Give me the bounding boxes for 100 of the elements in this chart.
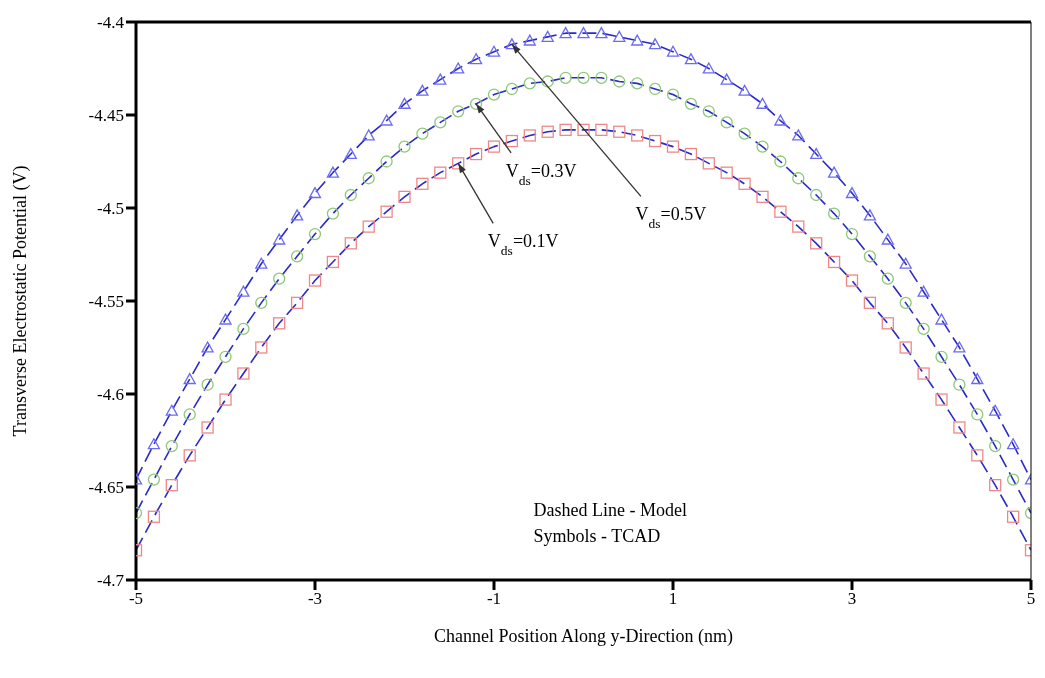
point — [917, 322, 930, 336]
point — [237, 322, 250, 336]
point — [344, 237, 357, 250]
point — [738, 84, 751, 96]
point — [917, 367, 930, 380]
point — [738, 127, 751, 140]
point — [935, 313, 948, 325]
point — [810, 188, 823, 202]
point — [827, 207, 841, 220]
point — [595, 27, 608, 39]
point — [863, 209, 877, 221]
point — [416, 127, 429, 140]
point — [774, 114, 787, 126]
point — [631, 129, 644, 142]
point — [648, 82, 662, 96]
point — [559, 71, 572, 84]
point — [666, 45, 680, 57]
point — [613, 125, 626, 138]
point — [666, 140, 680, 153]
x-tick-label: 3 — [847, 589, 857, 609]
point — [899, 296, 912, 310]
point — [326, 207, 340, 220]
point — [416, 177, 429, 190]
point — [810, 237, 823, 250]
y-tick-label: -4.4 — [97, 13, 125, 33]
y-tick-label: -4.45 — [88, 106, 124, 126]
point — [505, 134, 519, 148]
point — [971, 372, 984, 385]
point — [881, 233, 894, 245]
point — [774, 205, 787, 218]
point — [684, 53, 698, 65]
point — [523, 34, 536, 46]
point — [344, 147, 357, 160]
point — [577, 27, 590, 39]
point — [756, 140, 769, 153]
point — [362, 220, 375, 233]
point — [147, 438, 161, 450]
y-tick-label: -4.7 — [97, 571, 125, 591]
x-tick-label: -5 — [128, 589, 144, 609]
point — [845, 227, 859, 241]
point — [720, 73, 733, 85]
point — [380, 155, 393, 168]
point — [702, 105, 715, 118]
point — [863, 250, 877, 263]
point — [631, 34, 644, 46]
point — [219, 393, 232, 406]
point — [290, 250, 304, 263]
point — [308, 227, 322, 241]
y-axis-title: Transverse Electrostatic Potential (V) — [10, 165, 32, 437]
point — [684, 147, 698, 161]
point — [183, 449, 196, 462]
point — [792, 172, 805, 185]
point — [827, 166, 841, 178]
point — [989, 404, 1002, 416]
point — [147, 473, 161, 486]
point — [845, 274, 859, 287]
point — [702, 62, 715, 74]
y-tick-label: -4.55 — [88, 292, 124, 312]
point — [738, 177, 751, 190]
point — [398, 140, 411, 153]
point — [380, 205, 393, 218]
point — [237, 367, 250, 380]
point — [201, 421, 214, 434]
point — [899, 341, 912, 354]
y-tick-label: -4.6 — [97, 385, 124, 405]
point — [881, 317, 894, 330]
point — [183, 408, 196, 421]
x-tick-label: 5 — [1026, 589, 1036, 609]
point — [201, 341, 214, 353]
point — [953, 421, 966, 434]
point — [505, 38, 519, 50]
point — [756, 97, 769, 109]
point — [1006, 510, 1020, 523]
annotation: V$_{ds}$=0.3V — [505, 160, 577, 188]
point — [989, 478, 1002, 492]
point — [559, 27, 572, 39]
point — [541, 30, 554, 42]
point — [702, 157, 715, 170]
point — [684, 97, 698, 110]
point — [720, 116, 733, 129]
x-tick-label: 1 — [668, 589, 678, 609]
point — [666, 88, 680, 101]
point — [255, 296, 268, 310]
point — [165, 478, 178, 492]
point — [505, 82, 519, 96]
point — [559, 123, 572, 137]
point — [1006, 473, 1020, 486]
point — [434, 73, 447, 85]
point — [792, 220, 805, 233]
point — [237, 285, 250, 297]
y-tick-label: -4.65 — [88, 478, 124, 498]
annotation: Symbols - TCAD — [533, 526, 661, 546]
annotation: V$_{ds}$=0.1V — [487, 231, 559, 258]
point — [290, 296, 304, 310]
point — [523, 129, 536, 142]
point — [398, 190, 411, 203]
annotation: Dashed Line - Model — [533, 500, 687, 520]
point — [1006, 438, 1020, 450]
point — [165, 404, 178, 416]
point — [219, 313, 232, 325]
